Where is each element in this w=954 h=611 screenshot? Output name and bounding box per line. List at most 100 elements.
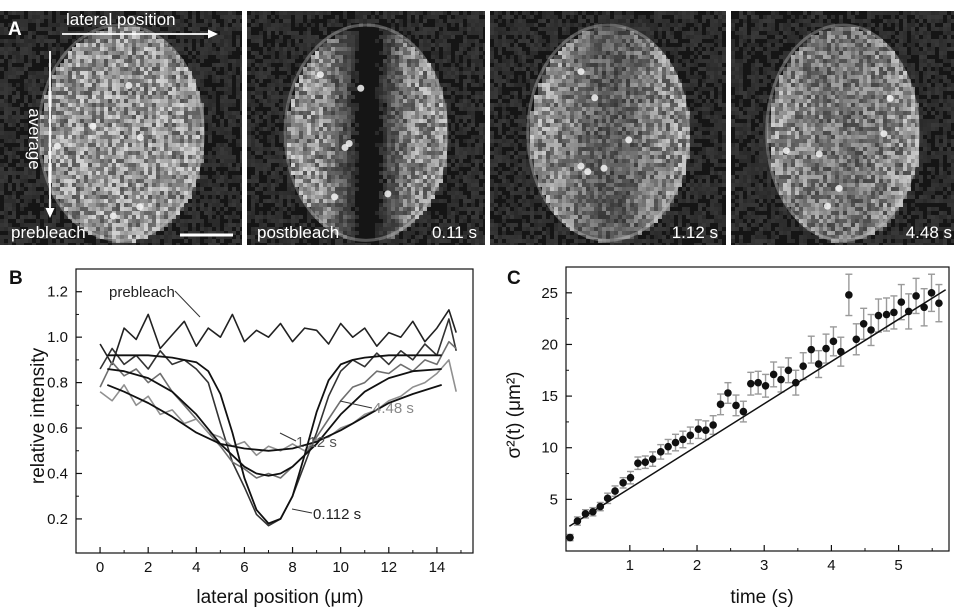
data-point	[897, 298, 906, 306]
data-point	[792, 378, 800, 387]
x-tick-label: 14	[429, 559, 446, 576]
data-point	[581, 510, 590, 518]
annotation-1-12s: 1.12 s	[296, 434, 337, 451]
annotation-leader	[279, 432, 297, 442]
data-point	[603, 494, 612, 503]
x-tick-label: 5	[894, 557, 902, 574]
data-point	[641, 458, 650, 466]
bright-spot	[886, 94, 894, 102]
bright-spot	[815, 150, 823, 158]
data-point	[935, 299, 943, 307]
x-axis-label: time (s)	[730, 587, 793, 608]
x-tick-label: 12	[380, 559, 397, 576]
y-tick-label: 0.6	[47, 420, 68, 437]
data-point	[920, 303, 928, 312]
data-point	[596, 502, 605, 511]
nucleus-outline	[37, 23, 205, 242]
micro-render	[731, 11, 954, 245]
bright-spot	[625, 136, 633, 144]
data-point	[626, 473, 635, 482]
fit-line-fit-0-112-s	[107, 354, 442, 525]
data-point	[814, 360, 823, 368]
arrow-lateral-label: lateral position	[66, 11, 176, 29]
micro-image-postbleach: postbleach 0.11 s	[247, 11, 485, 245]
panel-letter-c: C	[507, 268, 521, 289]
arrow-down-head	[45, 208, 55, 218]
arrow-average-label: average	[25, 108, 44, 170]
data-point	[890, 308, 898, 317]
bright-spot	[109, 212, 117, 220]
annotation-0-112s: 0.112 s	[313, 506, 361, 523]
image-time-label: 0.11 s	[431, 223, 477, 242]
fit-line-fit-1-12-s	[107, 368, 442, 477]
data-point	[777, 375, 785, 384]
trace-1-12-s	[99, 340, 457, 479]
micro-render	[247, 11, 485, 245]
data-point	[822, 344, 830, 353]
nucleus-outline	[765, 23, 920, 242]
data-point	[724, 389, 732, 397]
data-point	[769, 370, 778, 379]
x-tick-label: 3	[760, 557, 768, 574]
plot-frame	[75, 268, 474, 554]
data-point	[754, 378, 762, 387]
arrow-right-head	[208, 29, 218, 39]
y-tick-label: 5	[550, 491, 558, 508]
annotation-prebleach: prebleach	[109, 284, 175, 301]
data-point	[619, 479, 627, 487]
annotation-leader	[174, 290, 201, 318]
data-point	[701, 426, 710, 434]
annotation-leader	[291, 508, 313, 514]
x-tick-label: 4	[827, 557, 835, 574]
bright-spot	[136, 203, 144, 211]
data-point	[761, 381, 770, 390]
y-tick-label: 0.4	[47, 465, 68, 482]
data-point	[874, 311, 883, 320]
data-point	[859, 320, 868, 328]
annotation-leader	[339, 400, 373, 409]
bright-spot	[331, 193, 339, 201]
y-tick-label: 15	[541, 388, 558, 405]
x-axis-label: lateral position (μm)	[196, 587, 363, 608]
data-point	[709, 421, 717, 429]
bright-spot	[577, 162, 585, 170]
data-point	[566, 533, 574, 542]
chart-b: B 0 2 4 6 8 10 12 14 0.2 0.4 0.6 0.8 1.0 1.2 lateral …	[9, 268, 474, 608]
data-point	[573, 517, 582, 525]
bright-spot	[345, 140, 353, 148]
data-point	[845, 291, 853, 299]
x-tick-label: 0	[96, 559, 104, 576]
bright-spot	[782, 147, 790, 155]
data-point	[656, 448, 665, 456]
annotation-4-48s: 4.48 s	[373, 400, 414, 417]
bright-spot	[136, 133, 144, 141]
x-tick-label: 8	[288, 559, 296, 576]
x-tick-label: 4	[192, 559, 200, 576]
bright-spot	[591, 94, 599, 102]
bright-spot	[125, 81, 133, 89]
y-tick-label: 0.8	[47, 375, 68, 392]
data-point	[589, 507, 597, 516]
data-point	[904, 307, 913, 316]
trace-4-48-s	[99, 359, 457, 457]
x-tick-label: 2	[693, 557, 701, 574]
data-point	[837, 347, 845, 356]
y-tick-label: 1.2	[47, 284, 68, 301]
bright-spot	[600, 164, 608, 172]
bright-spot	[384, 190, 392, 198]
image-time-label: 4.48 s	[905, 223, 952, 242]
micro-image-4-48s: 4.48 s	[731, 11, 954, 245]
bright-spot	[577, 68, 585, 76]
bright-spot	[53, 142, 61, 150]
trace-0-112-s	[99, 318, 457, 527]
data-point	[867, 326, 875, 334]
data-point	[739, 407, 748, 416]
data-point	[784, 366, 793, 375]
data-point	[882, 310, 891, 319]
micro-image-prebleach: A lateral position average prebleach	[0, 11, 242, 245]
data-point	[716, 400, 725, 409]
data-point	[829, 337, 838, 346]
x-tick-label: 10	[332, 559, 349, 576]
chart-c: C 1 2 3 4 5 5 10 15 20 25 time (s) σ²(t) (μm²)	[504, 266, 950, 608]
data-point	[671, 438, 680, 447]
